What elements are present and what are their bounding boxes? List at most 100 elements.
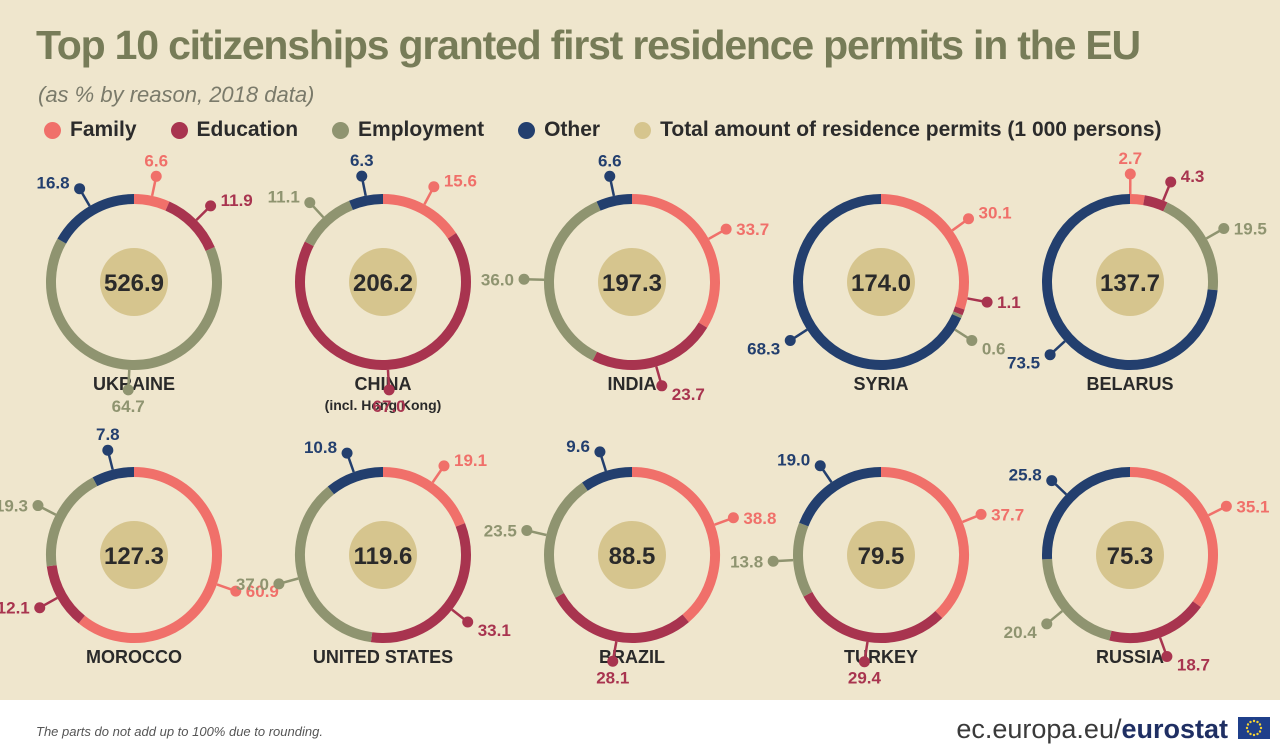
callout-dot-employment bbox=[1218, 222, 1230, 234]
donut-segment-family bbox=[382, 194, 457, 239]
eu-flag-icon bbox=[1238, 717, 1270, 739]
donut-segment-education bbox=[295, 233, 471, 370]
total-value: 127.3 bbox=[104, 543, 164, 570]
legend-dot-education bbox=[170, 121, 188, 139]
donut-segment-employment bbox=[304, 200, 354, 247]
donut-segment-other bbox=[92, 467, 135, 487]
total-value: 137.7 bbox=[1100, 270, 1160, 297]
footnote: The parts do not add up to 100% due to r… bbox=[36, 724, 323, 739]
value-label-family: 30.1 bbox=[979, 204, 1012, 223]
callout-dot-employment bbox=[1041, 618, 1053, 630]
donut-segment-education bbox=[46, 564, 86, 624]
legend-dot-family bbox=[44, 121, 61, 139]
callout-dot-education bbox=[981, 296, 993, 308]
donut-segment-education bbox=[592, 322, 708, 370]
value-label-other: 68.3 bbox=[747, 340, 780, 359]
callout-dot-other bbox=[814, 460, 826, 472]
total-circle bbox=[1096, 248, 1164, 316]
total-value: 206.2 bbox=[353, 270, 413, 297]
value-label-family: 35.1 bbox=[1236, 497, 1269, 516]
callout-dot-family bbox=[1124, 168, 1136, 180]
callout-dot-employment bbox=[767, 555, 779, 567]
donut-segment-education bbox=[803, 591, 943, 643]
donut-segment-other bbox=[582, 467, 633, 491]
legend-label-other: Other bbox=[544, 118, 601, 141]
value-label-other: 19.0 bbox=[777, 451, 810, 470]
callout-dot-other bbox=[784, 335, 796, 347]
callout-dot-employment bbox=[122, 384, 134, 396]
total-circle bbox=[847, 248, 915, 316]
donut-segment-education bbox=[1109, 601, 1201, 643]
legend-item-total: Total amount of residence permits (1 000… bbox=[634, 118, 1162, 142]
brand-name: eurostat bbox=[1121, 714, 1228, 744]
donut-turkey: 79.5 TURKEY 37.7 29.4 13.8 19.0 bbox=[730, 451, 1024, 688]
legend-dot-total bbox=[634, 121, 652, 139]
value-label-employment: 0.6 bbox=[982, 339, 1006, 358]
donut-segment-employment bbox=[1042, 558, 1112, 641]
callout-dot-employment bbox=[521, 524, 533, 536]
donut-segment-family bbox=[880, 467, 969, 619]
callout-dot-employment bbox=[966, 334, 978, 346]
donut-china: 206.2 CHINA (incl. Hong Kong) 15.6 67.0 11.1 6… bbox=[268, 151, 477, 416]
country-label: MOROCCO bbox=[86, 647, 182, 667]
value-label-other: 7.8 bbox=[96, 425, 120, 444]
value-label-family: 2.7 bbox=[1118, 149, 1142, 168]
callout-dot-other bbox=[74, 183, 86, 195]
legend-label-total: Total amount of residence permits (1 000… bbox=[660, 118, 1162, 141]
value-label-family: 37.7 bbox=[991, 505, 1024, 524]
value-label-education: 12.1 bbox=[0, 599, 30, 618]
value-label-other: 10.8 bbox=[304, 438, 337, 457]
callout-dot-other bbox=[594, 446, 606, 458]
total-value: 174.0 bbox=[851, 270, 911, 297]
donut-segment-employment bbox=[952, 311, 963, 319]
donut-segment-employment bbox=[46, 238, 222, 370]
callout-dot-education bbox=[462, 616, 474, 628]
callout-dot-education bbox=[1161, 651, 1173, 662]
value-label-other: 25.8 bbox=[1009, 466, 1042, 485]
callout-dot-other bbox=[1046, 475, 1058, 487]
value-label-employment: 36.0 bbox=[481, 270, 514, 289]
callout-dot-education bbox=[656, 380, 668, 392]
donut-segment-other bbox=[1042, 194, 1218, 370]
value-label-family: 6.6 bbox=[144, 151, 168, 170]
value-label-education: 11.9 bbox=[221, 191, 253, 210]
total-circle bbox=[100, 521, 168, 589]
total-value: 526.9 bbox=[104, 270, 164, 297]
country-label: SYRIA bbox=[853, 374, 908, 394]
donut-segment-other bbox=[799, 467, 882, 527]
donut-segment-education bbox=[370, 523, 471, 643]
callout-dot-education bbox=[607, 655, 619, 667]
callout-dot-education bbox=[858, 656, 870, 668]
donut-chart-grid: 526.9 UKRAINE 6.6 11.9 64.7 16.8 206.2 CHINA (in… bbox=[0, 149, 1270, 688]
value-label-family: 19.1 bbox=[454, 451, 487, 470]
legend-item-other: Other bbox=[518, 118, 600, 142]
callout-dot-family bbox=[230, 585, 242, 597]
donut-segment-family bbox=[78, 467, 222, 643]
value-label-education: 4.3 bbox=[1181, 167, 1205, 186]
country-label: TURKEY bbox=[844, 647, 918, 667]
donut-segment-education bbox=[953, 306, 965, 316]
donut-segment-family bbox=[1129, 467, 1218, 608]
donut-segment-employment bbox=[295, 486, 373, 643]
donut-segment-employment bbox=[793, 522, 813, 597]
callout-dot-employment bbox=[273, 578, 285, 590]
callout-dot-employment bbox=[304, 197, 316, 209]
value-label-other: 9.6 bbox=[566, 437, 590, 456]
legend-item-employment: Employment bbox=[332, 118, 484, 142]
donut-segment-education bbox=[1143, 195, 1168, 212]
country-label: RUSSIA bbox=[1096, 647, 1164, 667]
value-label-education: 23.7 bbox=[672, 385, 705, 404]
value-label-education: 67.0 bbox=[373, 397, 406, 416]
value-label-other: 6.6 bbox=[598, 151, 622, 170]
donut-russia: 75.3 RUSSIA 35.1 18.7 20.4 25.8 bbox=[1004, 466, 1270, 675]
donut-united-states: 119.6 UNITED STATES 19.1 33.1 37.0 10.8 bbox=[236, 438, 511, 667]
total-circle bbox=[349, 248, 417, 316]
legend-dot-other bbox=[518, 121, 536, 139]
value-label-education: 1.1 bbox=[997, 293, 1021, 312]
donut-segment-employment bbox=[1163, 202, 1218, 291]
callout-dot-other bbox=[341, 447, 353, 459]
chart-subtitle: (as % by reason, 2018 data) bbox=[38, 82, 315, 107]
value-label-employment: 20.4 bbox=[1004, 623, 1038, 642]
value-label-family: 33.7 bbox=[736, 220, 769, 239]
